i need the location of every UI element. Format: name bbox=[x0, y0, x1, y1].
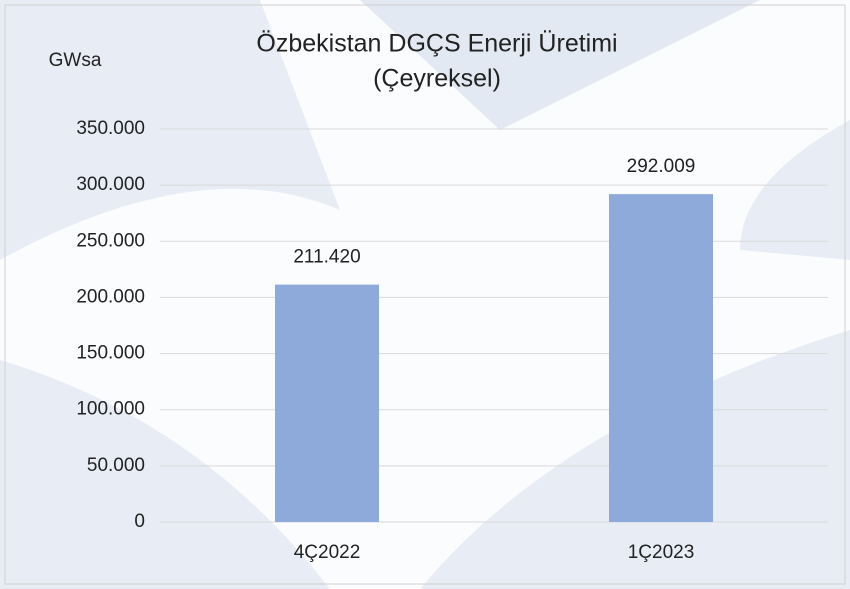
data-label: 292.009 bbox=[627, 156, 696, 177]
x-tick-label: 1Ç2023 bbox=[628, 542, 695, 563]
y-tick-label: 50.000 bbox=[87, 455, 145, 476]
y-tick-label: 300.000 bbox=[76, 174, 145, 195]
x-tick-label: 4Ç2022 bbox=[294, 542, 361, 563]
y-tick-label: 0 bbox=[134, 511, 145, 532]
y-tick-label: 250.000 bbox=[76, 230, 145, 251]
y-tick-label: 350.000 bbox=[76, 118, 145, 139]
y-tick-label: 100.000 bbox=[76, 399, 145, 420]
y-tick-label: 200.000 bbox=[76, 286, 145, 307]
chart-border bbox=[4, 4, 846, 585]
bar bbox=[609, 194, 713, 523]
bar bbox=[275, 284, 379, 522]
y-tick-label: 150.000 bbox=[76, 343, 145, 364]
chart-title: (Çeyreksel) bbox=[373, 65, 501, 93]
chart-title: Özbekistan DGÇS Enerji Üretimi bbox=[256, 30, 617, 58]
y-axis-label: GWsa bbox=[49, 50, 102, 71]
data-label: 211.420 bbox=[293, 247, 360, 268]
